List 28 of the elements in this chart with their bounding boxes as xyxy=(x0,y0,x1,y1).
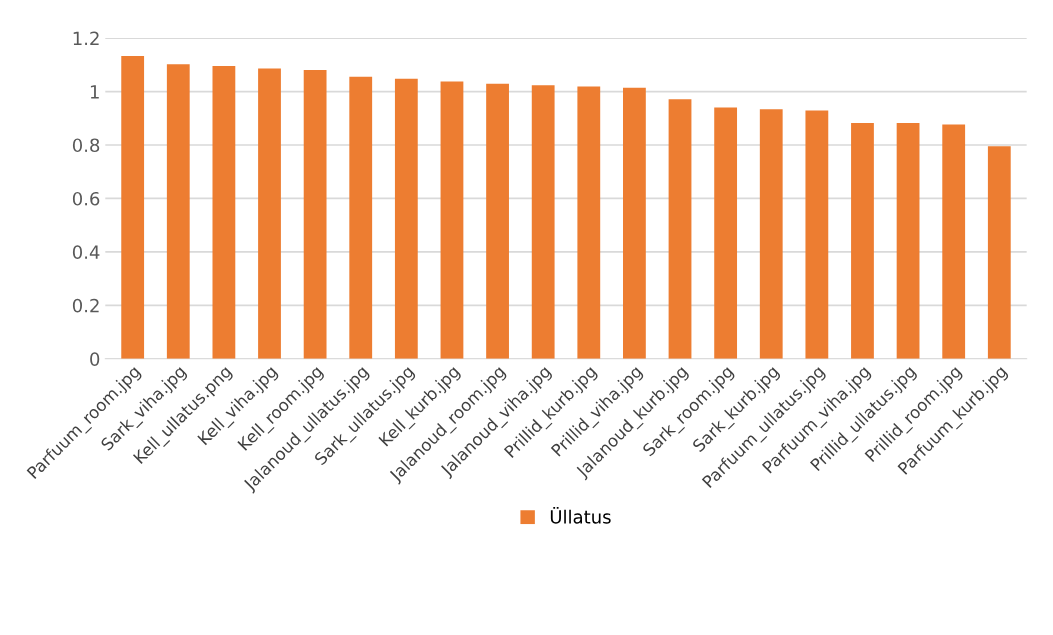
bar xyxy=(623,87,646,359)
bar xyxy=(531,85,555,359)
y-tick-label: 1.2 xyxy=(73,31,99,45)
bar xyxy=(942,124,966,359)
bar xyxy=(303,69,327,359)
bar xyxy=(349,76,373,359)
bar xyxy=(668,99,692,359)
bar xyxy=(714,107,738,359)
bar xyxy=(851,123,874,359)
y-tick-label: 0 xyxy=(90,352,100,366)
bar xyxy=(759,109,783,359)
bar xyxy=(258,68,281,359)
bar xyxy=(212,65,236,359)
y-tick-label: 1 xyxy=(90,85,99,99)
legend-label: Üllatus xyxy=(550,506,611,524)
y-tick-label: 0.4 xyxy=(72,245,100,259)
bar xyxy=(440,81,464,359)
bar xyxy=(486,83,509,359)
bar xyxy=(394,78,418,359)
bar xyxy=(577,86,601,359)
bar xyxy=(121,56,145,359)
y-tick-label: 0.6 xyxy=(72,191,100,206)
y-tick-label: 0.8 xyxy=(72,138,100,153)
bar xyxy=(987,146,1011,359)
y-tick-label: 0.2 xyxy=(72,298,99,313)
bar xyxy=(896,123,920,359)
bar xyxy=(166,64,190,359)
bar xyxy=(805,110,829,359)
